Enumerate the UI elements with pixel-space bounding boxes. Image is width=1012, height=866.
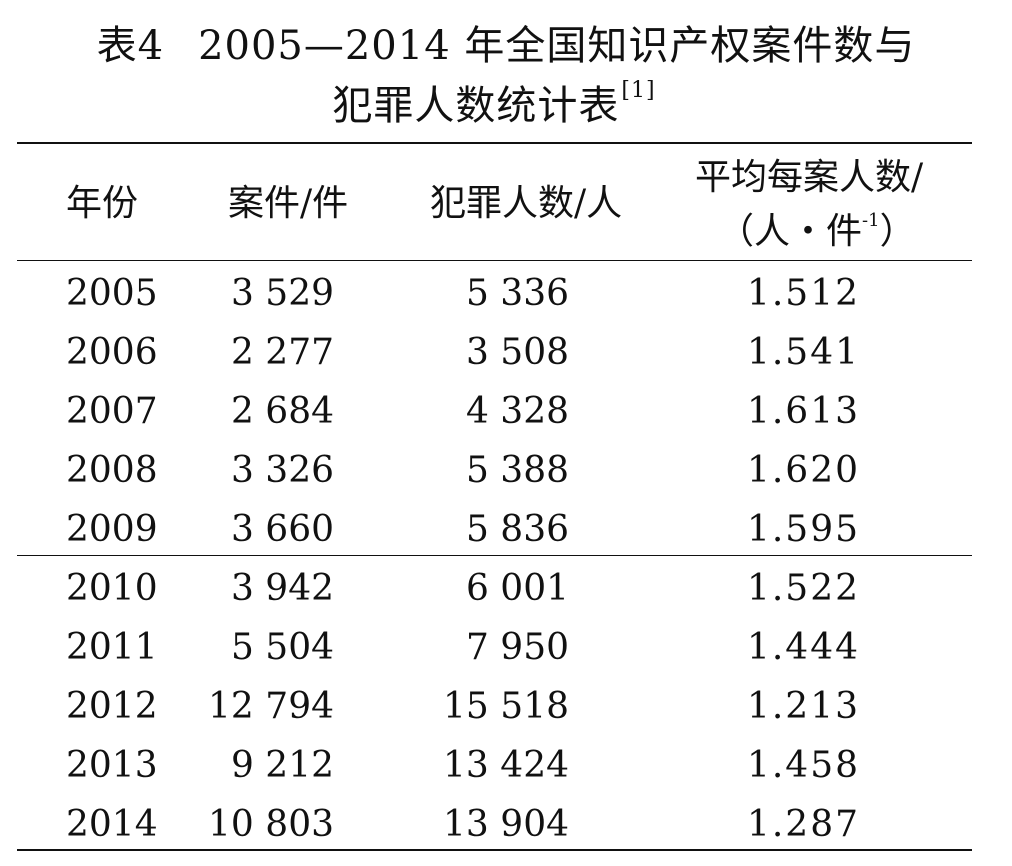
cell-average: 1.444 <box>746 627 860 668</box>
bottom-rule <box>17 849 972 851</box>
cell-criminals: 5 388 <box>465 450 569 491</box>
cell-year: 2010 <box>66 568 158 609</box>
cell-cases: 3 529 <box>230 273 334 314</box>
table-row: 2005 3 529 5 336 1.512 <box>0 276 1012 335</box>
cell-average: 1.613 <box>746 391 860 432</box>
cell-cases: 5 504 <box>230 627 334 668</box>
table-row: 2010 3 942 6 001 1.522 <box>0 571 1012 630</box>
header-average-unit: （人・件 <box>718 211 863 252</box>
cell-year: 2008 <box>66 450 158 491</box>
cell-cases: 10 803 <box>208 804 334 845</box>
table-title-line1: 2005—2014 年全国知识产权案件数与 <box>198 23 916 69</box>
table-title: 表4 2005—2014 年全国知识产权案件数与 <box>0 26 1012 66</box>
cell-year: 2005 <box>66 273 158 314</box>
header-average-line2: （人・件-1） <box>718 211 916 252</box>
table-number: 表4 <box>96 23 165 69</box>
cell-year: 2014 <box>66 804 158 845</box>
cell-year: 2012 <box>66 686 158 727</box>
cell-criminals: 15 518 <box>443 686 569 727</box>
cell-average: 1.541 <box>746 332 860 373</box>
table-row: 2008 3 326 5 388 1.620 <box>0 453 1012 512</box>
cell-criminals: 3 508 <box>465 332 569 373</box>
table-row: 2011 5 504 7 950 1.444 <box>0 630 1012 689</box>
cell-criminals: 7 950 <box>465 627 569 668</box>
header-average-line1: 平均每案人数/ <box>695 157 924 198</box>
cell-year: 2011 <box>66 627 158 668</box>
header-year: 年份 <box>66 183 139 224</box>
cell-average: 1.522 <box>746 568 860 609</box>
table-title-line2: 犯罪人数统计表 <box>332 83 620 129</box>
cell-average: 1.512 <box>746 273 860 314</box>
top-rule <box>17 142 972 144</box>
header-criminals: 犯罪人数/人 <box>430 183 623 224</box>
cell-criminals: 13 904 <box>443 804 569 845</box>
header-average-exponent: -1 <box>862 210 880 231</box>
header-average-close: ） <box>879 211 916 252</box>
table-title-continued: 犯罪人数统计表[1] <box>0 80 1000 129</box>
cell-cases: 2 684 <box>230 391 334 432</box>
cell-criminals: 5 836 <box>465 509 569 550</box>
cell-year: 2009 <box>66 509 158 550</box>
cell-cases: 3 660 <box>230 509 334 550</box>
citation: [1] <box>621 78 656 103</box>
cell-cases: 2 277 <box>230 332 334 373</box>
cell-year: 2007 <box>66 391 158 432</box>
cell-average: 1.595 <box>746 509 860 550</box>
cell-year: 2013 <box>66 745 158 786</box>
cell-average: 1.213 <box>746 686 860 727</box>
header-cases: 案件/件 <box>228 183 349 224</box>
table-row: 2014 10 803 13 904 1.287 <box>0 807 1012 866</box>
cell-year: 2006 <box>66 332 158 373</box>
cell-cases: 12 794 <box>208 686 334 727</box>
table-row: 2012 12 794 15 518 1.213 <box>0 689 1012 748</box>
header-rule <box>17 260 972 261</box>
cell-criminals: 13 424 <box>443 745 569 786</box>
table-row: 2006 2 277 3 508 1.541 <box>0 335 1012 394</box>
middle-rule <box>17 555 972 556</box>
cell-criminals: 5 336 <box>465 273 569 314</box>
table-row: 2013 9 212 13 424 1.458 <box>0 748 1012 807</box>
table-row: 2007 2 684 4 328 1.613 <box>0 394 1012 453</box>
cell-cases: 3 326 <box>230 450 334 491</box>
cell-cases: 9 212 <box>230 745 334 786</box>
cell-criminals: 6 001 <box>465 568 569 609</box>
cell-average: 1.458 <box>746 745 860 786</box>
cell-average: 1.620 <box>746 450 860 491</box>
cell-cases: 3 942 <box>230 568 334 609</box>
table-row: 2009 3 660 5 836 1.595 <box>0 512 1012 571</box>
cell-criminals: 4 328 <box>465 391 569 432</box>
cell-average: 1.287 <box>746 804 860 845</box>
